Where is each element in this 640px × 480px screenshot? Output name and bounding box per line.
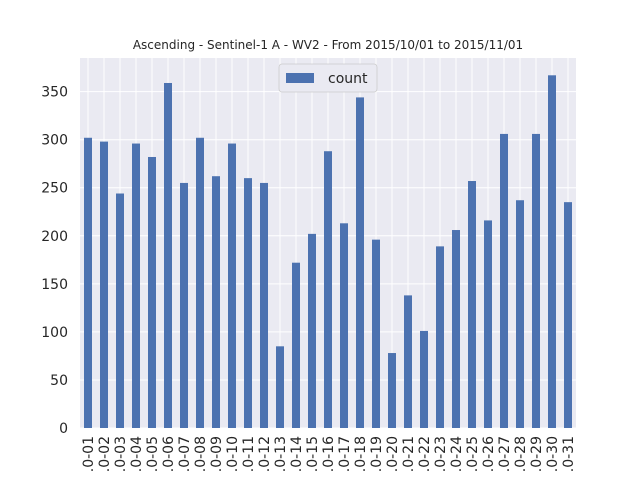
- x-tick-label: .0-31: [561, 436, 577, 472]
- y-tick-label: 100: [41, 325, 68, 341]
- x-tick-label: .0-01: [81, 436, 97, 472]
- chart-title: Ascending - Sentinel-1 A - WV2 - From 20…: [133, 38, 523, 52]
- y-tick-label: 0: [59, 421, 68, 437]
- x-tick-label: .0-30: [545, 436, 561, 472]
- y-tick-label: 150: [41, 277, 68, 293]
- y-tick-label: 50: [50, 373, 68, 389]
- x-axis-ticks: .0-01.0-02.0-03.0-04.0-05.0-06.0-07.0-08…: [81, 436, 577, 472]
- x-tick-label: .0-21: [401, 436, 417, 472]
- bar: [436, 246, 444, 428]
- x-tick-label: .0-02: [97, 436, 113, 472]
- bar: [404, 295, 412, 428]
- bar: [468, 181, 476, 428]
- bar: [308, 233, 316, 428]
- x-tick-label: .0-24: [449, 436, 465, 472]
- x-tick-label: .0-10: [225, 436, 241, 472]
- y-tick-label: 350: [41, 85, 68, 101]
- x-tick-label: .0-09: [209, 436, 225, 472]
- x-tick-label: .0-13: [273, 436, 289, 472]
- x-tick-label: .0-22: [417, 436, 433, 472]
- bar: [372, 239, 380, 428]
- bar: [324, 151, 332, 429]
- bar: [340, 223, 348, 428]
- bar: [484, 220, 492, 428]
- legend: count: [278, 63, 378, 93]
- y-tick-label: 200: [41, 229, 68, 245]
- bar: [132, 143, 140, 428]
- x-tick-label: .0-29: [529, 436, 545, 472]
- x-tick-label: .0-18: [353, 436, 369, 472]
- x-tick-label: .0-06: [161, 436, 177, 472]
- bar: [84, 137, 92, 428]
- bar: [100, 141, 108, 428]
- x-tick-label: .0-03: [113, 436, 129, 472]
- bar: [212, 176, 220, 428]
- bar: [244, 178, 252, 428]
- bar: [292, 262, 300, 428]
- x-tick-label: .0-23: [433, 436, 449, 472]
- x-tick-label: .0-07: [177, 436, 193, 472]
- x-tick-label: .0-19: [369, 436, 385, 472]
- x-tick-label: .0-15: [305, 436, 321, 472]
- bar: [564, 202, 572, 428]
- bars: [84, 75, 572, 429]
- legend-swatch: [286, 73, 314, 83]
- bar: [452, 230, 460, 428]
- x-tick-label: .0-05: [145, 436, 161, 472]
- x-tick-label: .0-17: [337, 436, 353, 472]
- y-tick-label: 250: [41, 181, 68, 197]
- bar: [148, 156, 156, 429]
- bar: [276, 346, 284, 428]
- x-tick-label: .0-16: [321, 436, 337, 472]
- y-axis-ticks: 0 50 100 150 200 250 300 350: [41, 85, 68, 437]
- bar: [420, 330, 428, 428]
- bar: [356, 97, 364, 429]
- x-tick-label: .0-20: [385, 436, 401, 472]
- legend-label: count: [328, 71, 368, 87]
- bar: [116, 193, 124, 428]
- bar: [228, 143, 236, 428]
- y-tick-label: 300: [41, 133, 68, 149]
- bar: [532, 133, 540, 429]
- x-tick-label: .0-14: [289, 436, 305, 472]
- bar: [164, 82, 172, 429]
- x-tick-label: .0-12: [257, 436, 273, 472]
- x-tick-label: .0-26: [481, 436, 497, 472]
- bar: [548, 75, 556, 428]
- x-tick-label: .0-27: [497, 436, 513, 472]
- bar: [500, 133, 508, 429]
- bar: [516, 200, 524, 428]
- bar: [180, 182, 188, 428]
- x-tick-label: .0-08: [193, 436, 209, 472]
- x-tick-label: .0-11: [241, 436, 257, 472]
- x-tick-label: .0-25: [465, 436, 481, 472]
- x-tick-label: .0-04: [129, 436, 145, 472]
- x-tick-label: .0-28: [513, 436, 529, 472]
- legend-box: [278, 63, 378, 93]
- bar: [388, 353, 396, 428]
- bar: [196, 137, 204, 428]
- bar: [260, 182, 268, 428]
